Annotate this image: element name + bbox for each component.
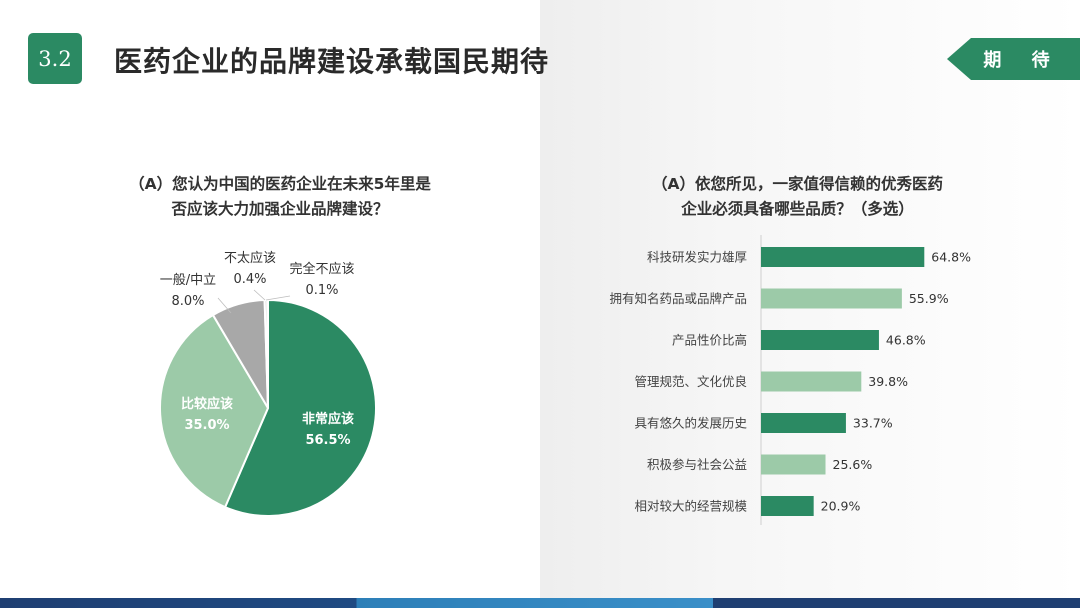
bar-category-label: 拥有知名药品或品牌产品 — [609, 291, 747, 306]
bar-value-label: 55.9% — [909, 291, 949, 306]
page-title: 医药企业的品牌建设承载国民期待 — [114, 45, 550, 78]
pie-label-name: 比较应该 — [180, 397, 233, 412]
pie-label-value: 0.1% — [305, 283, 339, 298]
pie-leader-line-1 — [253, 289, 266, 301]
pie-label-value: 8.0% — [171, 294, 205, 309]
pie-label-name: 不太应该 — [223, 251, 276, 266]
bar-value-label: 25.6% — [833, 457, 873, 472]
footer-stripe — [0, 598, 1080, 608]
pie-leader-line-2 — [265, 295, 291, 301]
bar-4 — [761, 413, 846, 433]
bar-value-label: 20.9% — [821, 499, 861, 514]
pie-question-line-2: 否应该大力加强企业品牌建设？ — [171, 200, 389, 218]
pie-label-value: 35.0% — [184, 418, 230, 433]
bar-question-title: （A）依您所见，一家值得信赖的优秀医药 企业必须具备哪些品质？（多选） — [605, 172, 990, 222]
pie-label-very-should: 非常应该 56.5% — [288, 409, 368, 451]
pie-label-not-quite: 不太应该 0.4% — [210, 248, 290, 290]
pie-label-value: 56.5% — [305, 433, 351, 448]
pie-leader-line-0 — [217, 297, 232, 314]
pie-slice-0 — [223, 298, 377, 517]
pie-question-line-1: （A）您认为中国的医药企业在未来5年里是 — [129, 175, 431, 193]
pie-label-value: 0.4% — [233, 272, 267, 287]
bar-value-label: 46.8% — [886, 333, 926, 348]
bar-1 — [761, 288, 902, 309]
pie-label-fairly-should: 比较应该 35.0% — [167, 394, 247, 436]
bar-value-label: 33.7% — [853, 416, 893, 431]
bar-0 — [761, 247, 925, 267]
bar-category-label: 管理规范、文化优良 — [634, 374, 747, 389]
pie-label-name: 完全不应该 — [289, 262, 355, 277]
pie-label-name: 一般/中立 — [159, 273, 217, 288]
section-number-badge: 3.2 — [28, 33, 82, 84]
bar-question-line-2: 企业必须具备哪些品质？（多选） — [681, 200, 914, 218]
bar-value-label: 64.8% — [931, 250, 971, 265]
bar-5 — [761, 454, 826, 475]
bar-category-label: 科技研发实力雄厚 — [647, 250, 747, 265]
bar-category-label: 相对较大的经营规模 — [634, 499, 747, 514]
pie-slice-4 — [266, 298, 269, 409]
bar-6 — [761, 496, 814, 516]
bar-category-label: 具有悠久的发展历史 — [634, 416, 747, 431]
bar-chart: 科技研发实力雄厚 64.8% 拥有知名药品或品牌产品 55.9% 产品性价比高 46.8%… — [609, 235, 971, 525]
bar-category-label: 积极参与社会公益 — [647, 457, 747, 472]
bar-3 — [761, 371, 862, 392]
bar-value-label: 39.8% — [868, 374, 908, 389]
pie-question-title: （A）您认为中国的医药企业在未来5年里是 否应该大力加强企业品牌建设？ — [100, 172, 460, 222]
bar-2 — [761, 330, 879, 350]
pie-label-not-at-all: 完全不应该 0.1% — [280, 259, 364, 301]
pie-chart — [159, 289, 377, 517]
bar-category-label: 产品性价比高 — [672, 333, 747, 348]
bar-question-line-1: （A）依您所见，一家值得信赖的优秀医药 — [652, 175, 943, 193]
section-tag: 期 待 — [947, 38, 1080, 80]
pie-label-name: 非常应该 — [301, 412, 354, 427]
pie-label-neutral: 一般/中立 8.0% — [148, 270, 228, 312]
